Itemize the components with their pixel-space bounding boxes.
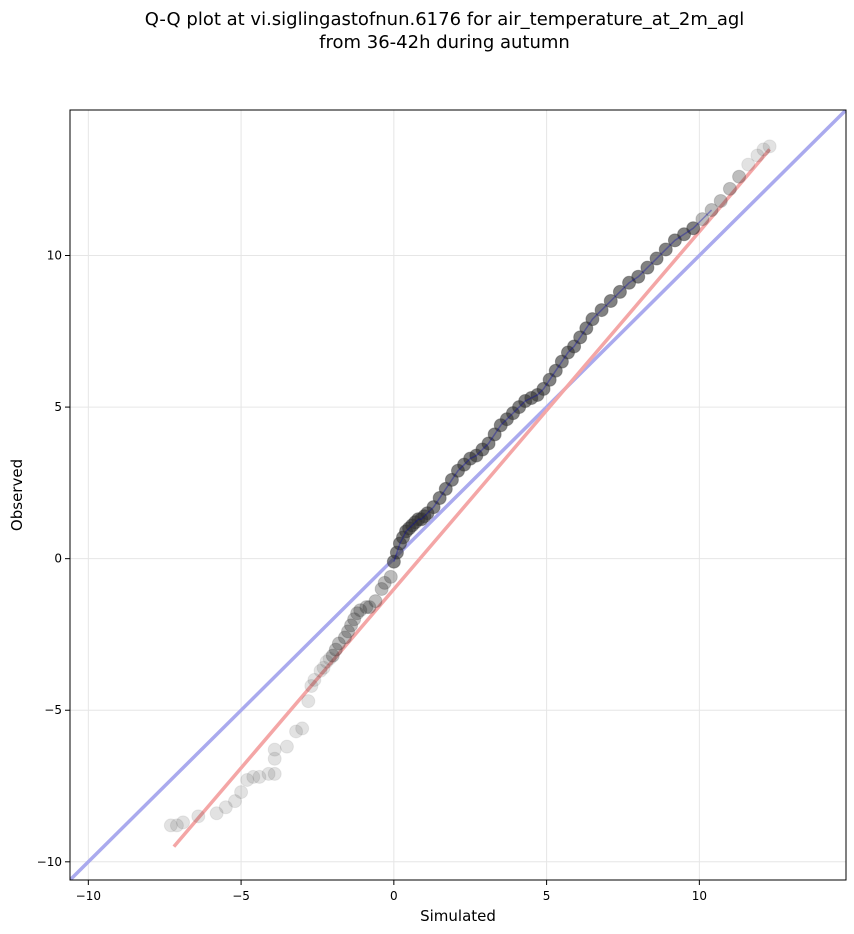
data-point <box>344 618 359 633</box>
data-point <box>762 139 777 154</box>
data-point <box>667 233 682 248</box>
axis-ticks: −10 −5 0 5 10 −10 −5 0 5 10 <box>37 249 707 903</box>
data-point <box>374 581 389 596</box>
data-point <box>631 269 646 284</box>
data-point <box>750 148 765 163</box>
data-point <box>267 751 282 766</box>
x-tick-label: −10 <box>76 889 101 903</box>
data-point <box>328 642 343 657</box>
grid <box>70 110 846 880</box>
data-point <box>331 636 346 651</box>
data-point <box>756 142 771 157</box>
plot-frame <box>69 109 847 881</box>
data-point <box>347 612 362 627</box>
y-tick-label: −10 <box>37 855 62 869</box>
data-point <box>240 772 255 787</box>
data-point <box>341 624 356 639</box>
y-tick-label: 5 <box>54 400 62 414</box>
data-point <box>741 157 756 172</box>
data-point <box>191 809 206 824</box>
data-point <box>704 203 719 218</box>
data-point <box>350 606 365 621</box>
data-point <box>227 794 242 809</box>
y-tick-label: −5 <box>44 703 62 717</box>
data-point <box>438 481 453 496</box>
data-point <box>649 251 664 266</box>
data-point <box>163 818 178 833</box>
data-point <box>359 600 374 615</box>
density-trace <box>393 209 713 562</box>
y-tick-label: 10 <box>47 249 62 263</box>
data-point <box>732 169 747 184</box>
data-point <box>612 284 627 299</box>
data-point <box>481 436 496 451</box>
data-point <box>322 651 337 666</box>
data-point <box>603 293 618 308</box>
data-point <box>432 491 447 506</box>
data-point <box>713 193 728 208</box>
data-point <box>279 739 294 754</box>
data-point <box>548 363 563 378</box>
fit-line <box>172 148 771 848</box>
y-tick-label: 0 <box>54 552 62 566</box>
data-point <box>353 603 368 618</box>
data-point <box>325 648 340 663</box>
y-axis-label: Observed <box>8 459 26 531</box>
data-point <box>267 766 282 781</box>
data-point <box>622 275 637 290</box>
data-point <box>169 818 184 833</box>
data-point <box>304 678 319 693</box>
chart-title: Q-Q plot at vi.siglingastofnun.6176 for … <box>0 8 854 54</box>
identity-line <box>70 110 846 880</box>
data-point <box>444 472 459 487</box>
x-axis-label: Simulated <box>420 907 496 925</box>
x-tick-label: 5 <box>543 889 551 903</box>
data-point <box>313 663 328 678</box>
data-point <box>295 721 310 736</box>
data-point <box>377 575 392 590</box>
data-point <box>487 427 502 442</box>
data-point <box>234 785 249 800</box>
data-point <box>677 227 692 242</box>
data-point <box>267 742 282 757</box>
data-point <box>579 321 594 336</box>
data-point <box>176 815 191 830</box>
data-point <box>319 654 334 669</box>
data-point <box>289 724 304 739</box>
data-point <box>542 372 557 387</box>
data-point <box>722 181 737 196</box>
data-point <box>337 630 352 645</box>
chart-title-line-2: from 36-42h during autumn <box>319 32 570 53</box>
data-point <box>585 312 600 327</box>
x-tick-label: 10 <box>692 889 707 903</box>
data-point <box>218 800 233 815</box>
data-point <box>640 260 655 275</box>
data-point <box>261 766 276 781</box>
data-point <box>594 303 609 318</box>
data-point <box>368 594 383 609</box>
data-point <box>307 672 322 687</box>
data-point <box>362 600 377 615</box>
reference-lines <box>70 110 846 880</box>
data-point <box>695 212 710 227</box>
data-point <box>554 354 569 369</box>
data-point <box>426 500 441 515</box>
data-point <box>316 660 331 675</box>
data-point <box>567 339 582 354</box>
data-point <box>573 330 588 345</box>
data-point <box>301 694 316 709</box>
data-point <box>252 769 267 784</box>
x-tick-label: 0 <box>390 889 398 903</box>
data-point <box>658 242 673 257</box>
data-point <box>536 381 551 396</box>
data-point <box>209 806 224 821</box>
chart-title-line-1: Q-Q plot at vi.siglingastofnun.6176 for … <box>144 9 745 30</box>
data-point <box>686 221 701 236</box>
data-point <box>383 569 398 584</box>
data-point <box>246 769 261 784</box>
x-tick-label: −5 <box>232 889 250 903</box>
data-points <box>163 139 777 833</box>
